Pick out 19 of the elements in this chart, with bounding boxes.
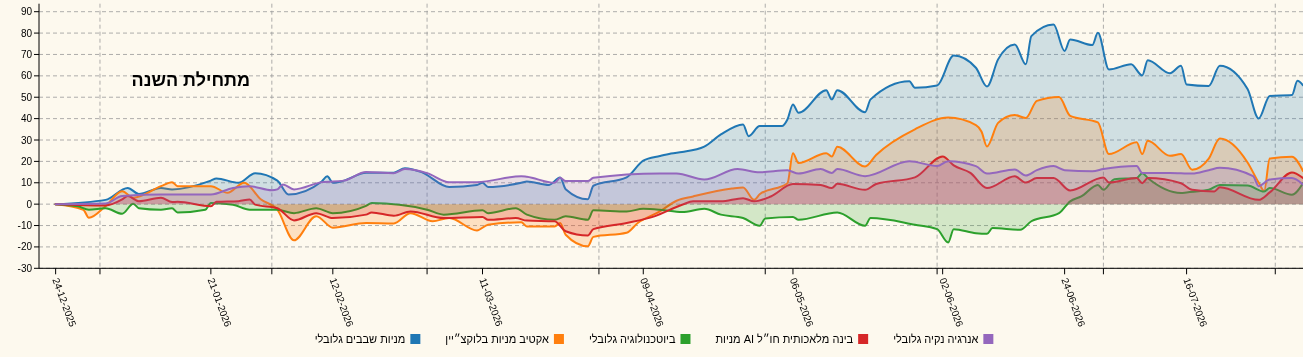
legend-label: אקטיב מניות בלוקצ״יין: [445, 333, 550, 345]
y-tick-label: 60: [20, 70, 33, 82]
y-tick-label: 90: [20, 6, 33, 18]
legend-label: מניות שבבים גלובלי: [314, 333, 406, 345]
y-tick-label: 80: [20, 27, 33, 39]
annotation: מתחילת השנה: [131, 70, 250, 90]
y-tick-label: 70: [20, 48, 33, 60]
y-tick-label: 40: [20, 113, 33, 125]
legend-label: בינה מלאכותית חו״ל AI מניות: [715, 333, 854, 345]
y-tick-label: 20: [20, 155, 33, 167]
y-tick-label: 50: [20, 91, 33, 103]
legend-label: ביוטכנולוגיה גלובלי: [588, 333, 676, 345]
y-tick-label: -20: [17, 241, 33, 253]
legend-label: אנרגיה נקיה גלובלי: [893, 333, 979, 345]
y-tick-label: 0: [26, 198, 33, 210]
y-tick-label: -30: [17, 262, 33, 274]
y-tick-label: -10: [17, 220, 33, 232]
y-tick-label: 10: [20, 177, 33, 189]
y-tick-label: 30: [20, 134, 33, 146]
